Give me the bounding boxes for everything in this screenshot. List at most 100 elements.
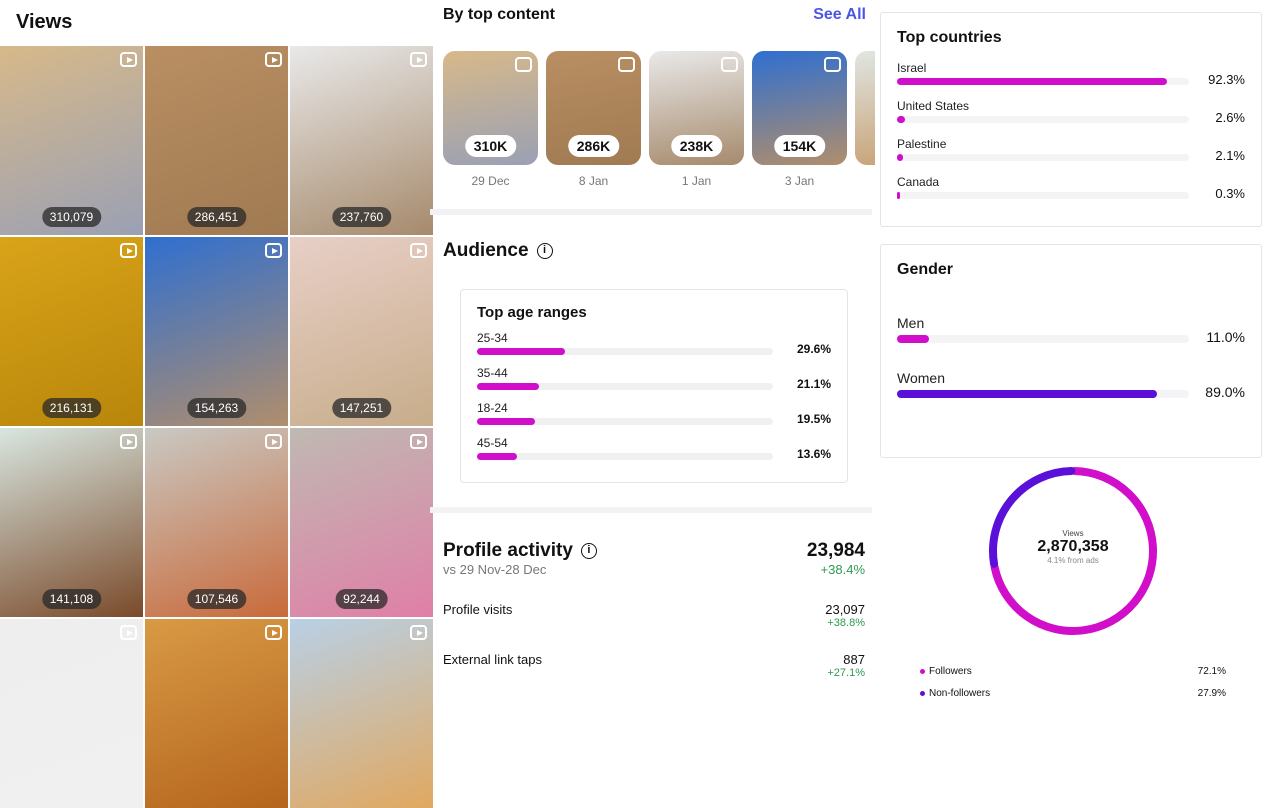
top-content-item[interactable]: 238K 1 Jan	[649, 51, 744, 188]
metric-value: 23,097	[825, 602, 865, 617]
age-range-bar	[477, 453, 773, 460]
views-donut-chart	[989, 467, 1157, 635]
donut-legend-item: Non-followers 27.9%	[920, 688, 1226, 699]
country-fill	[897, 78, 1167, 85]
gender-label: Women	[897, 370, 945, 386]
audience-label: Audience	[443, 240, 529, 261]
legend-percent: 72.1%	[1197, 666, 1226, 677]
view-count: 216,131	[41, 398, 102, 418]
donut-center: Views 2,870,358 4.1% from ads	[973, 529, 1173, 565]
reel-tile[interactable]: 216,131	[0, 237, 143, 426]
country-bar	[897, 116, 1189, 123]
reel-tile[interactable]: 154,263	[145, 237, 288, 426]
age-range-label: 25-34	[477, 331, 508, 345]
reels-icon	[410, 52, 427, 67]
divider	[430, 209, 872, 215]
age-range-fill	[477, 348, 565, 355]
audience-panel: Top countries Israel 92.3% United States 2.…	[880, 0, 1280, 720]
profile-activity-row[interactable]: External link taps 887 +27.1%	[443, 652, 865, 702]
view-count: 286,451	[186, 207, 247, 227]
donut-segment-non-followers	[989, 467, 1076, 568]
view-count: 154,263	[186, 398, 247, 418]
reel-tile[interactable]	[145, 619, 288, 808]
view-count: 107,546	[186, 589, 247, 609]
top-content-date: 29 Dec	[471, 174, 510, 188]
profile-activity-change: +38.4%	[820, 562, 865, 577]
reels-icon	[618, 57, 635, 72]
profile-activity: Profile activity i vs 29 Nov-28 Dec 23,98…	[443, 540, 865, 702]
top-content-thumbnail: 310K	[443, 51, 538, 165]
top-content-list[interactable]: 310K 29 Dec 286K 8 Jan 238K 1 Jan 154K 3 Jan	[443, 51, 875, 188]
age-range-fill	[477, 453, 518, 460]
country-label: Israel	[897, 61, 927, 75]
legend-dot-icon	[920, 668, 925, 674]
info-icon[interactable]: i	[536, 242, 553, 259]
views-grid: 310,079 286,451 237,760 216,131 154,263 147,2…	[0, 46, 433, 808]
top-content-date: 3 Jan	[784, 174, 815, 188]
reel-tile[interactable]: 107,546	[145, 428, 288, 617]
gender-bar	[897, 335, 1189, 343]
country-row: Palestine 2.1%	[897, 137, 1245, 175]
view-count: 141,108	[41, 589, 102, 609]
country-percent: 92.3%	[1208, 72, 1245, 87]
reel-tile[interactable]	[290, 619, 433, 808]
metric-label: Profile visits	[443, 602, 513, 617]
reels-icon	[410, 625, 427, 640]
profile-activity-row[interactable]: Profile visits 23,097 +38.8%	[443, 602, 865, 652]
country-label: United States	[897, 99, 970, 113]
divider	[430, 507, 872, 513]
top-content-item[interactable]: 286K 8 Jan	[546, 51, 641, 188]
compare-period: vs 29 Nov-28 Dec	[443, 562, 547, 577]
donut-legend-item: Followers 72.1%	[920, 666, 1226, 677]
view-count: 237,760	[331, 207, 392, 227]
country-label: Palestine	[897, 137, 947, 151]
info-icon[interactable]: i	[580, 542, 597, 559]
reel-tile[interactable]: 286,451	[145, 46, 288, 235]
legend-label: Followers	[929, 666, 972, 677]
metric-value: 887	[843, 652, 865, 667]
metric-change: +38.8%	[827, 617, 865, 629]
age-ranges-card: Top age ranges 25-34 29.6% 35-44 21.1% 18-24…	[460, 289, 848, 483]
reels-icon	[265, 434, 282, 449]
reels-icon	[265, 243, 282, 258]
metric-label: External link taps	[443, 652, 542, 667]
age-range-percent: 19.5%	[796, 412, 831, 426]
top-content-views: 154K	[773, 135, 826, 157]
top-content-thumbnail: 238K	[649, 51, 744, 165]
age-range-label: 18-24	[477, 401, 508, 415]
age-range-percent: 29.6%	[796, 342, 831, 356]
reel-tile[interactable]: 141,108	[0, 428, 143, 617]
age-range-fill	[477, 418, 535, 425]
reel-tile[interactable]: 237,760	[290, 46, 433, 235]
age-range-row: 18-24 19.5%	[477, 401, 831, 426]
country-label: Canada	[897, 175, 940, 189]
reels-icon	[120, 243, 137, 258]
top-content-item[interactable]: 154K 3 Jan	[752, 51, 847, 188]
see-all-link[interactable]: See All	[813, 6, 866, 23]
reels-icon	[120, 434, 137, 449]
country-percent: 2.6%	[1215, 110, 1245, 125]
country-percent: 2.1%	[1215, 148, 1245, 163]
view-count: 310,079	[41, 207, 102, 227]
gender-percent: 11.0%	[1206, 329, 1245, 345]
age-ranges-title: Top age ranges	[477, 304, 587, 321]
top-content-item[interactable]: 310K 29 Dec	[443, 51, 538, 188]
view-count: 147,251	[331, 398, 392, 418]
age-range-row: 35-44 21.1%	[477, 366, 831, 391]
top-content-partial-item[interactable]	[855, 51, 875, 165]
reel-tile[interactable]: 310,079	[0, 46, 143, 235]
gender-row: Men 11.0%	[897, 315, 1245, 370]
audience-title: Audience i	[443, 240, 553, 262]
gender-card: Gender Men 11.0% Women 89.0%	[880, 244, 1262, 458]
reel-tile[interactable]	[0, 619, 143, 808]
metric-values: 887 +27.1%	[827, 652, 865, 679]
reels-icon	[120, 625, 137, 640]
age-range-row: 45-54 13.6%	[477, 436, 831, 461]
reels-icon	[265, 52, 282, 67]
reel-tile[interactable]: 147,251	[290, 237, 433, 426]
views-panel: Views 310,079 286,451 237,760 216,131 154,26…	[0, 0, 433, 808]
top-content-thumbnail: 154K	[752, 51, 847, 165]
gender-fill	[897, 335, 930, 343]
reel-tile[interactable]: 92,244	[290, 428, 433, 617]
age-range-label: 35-44	[477, 366, 508, 380]
